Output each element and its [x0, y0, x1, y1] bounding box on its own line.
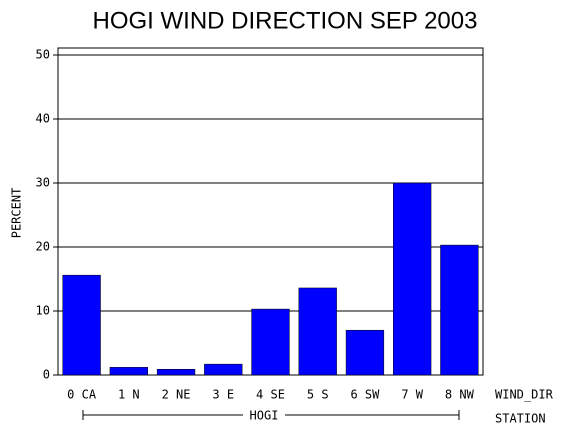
bar: [251, 308, 290, 376]
bar: [393, 182, 432, 376]
x-tick-label: 6 SW: [350, 388, 380, 402]
x-tick-label: 4 SE: [256, 388, 285, 402]
x-tick-label: 5 S: [307, 388, 329, 402]
y-tick-label: 0: [43, 368, 50, 382]
x-tick-label: 3 E: [212, 388, 234, 402]
bar: [109, 367, 148, 376]
y-axis-label: PERCENT: [10, 188, 24, 239]
group-axis-label: STATION: [495, 412, 546, 426]
chart-title: HOGI WIND DIRECTION SEP 2003: [93, 7, 478, 34]
bar: [345, 329, 385, 376]
x-tick-label: 1 N: [118, 388, 140, 402]
bar: [204, 363, 243, 376]
y-tick-label: 10: [36, 304, 50, 318]
group-label-bg: [243, 408, 285, 422]
bar: [298, 287, 337, 376]
y-tick-label: 30: [36, 176, 50, 190]
y-tick-label: 40: [36, 112, 50, 126]
bar: [440, 244, 479, 376]
group-label: HOGI: [250, 409, 279, 423]
x-axis-label: WIND_DIR: [495, 388, 554, 402]
x-tick-label: 2 NE: [162, 388, 191, 402]
x-tick-label: 0 CA: [67, 388, 97, 402]
x-tick-label: 8 NW: [445, 388, 475, 402]
bar: [62, 274, 101, 376]
y-tick-label: 20: [36, 240, 50, 254]
y-tick-label: 50: [36, 48, 50, 62]
x-tick-label: 7 W: [401, 388, 423, 402]
bar: [156, 368, 196, 376]
